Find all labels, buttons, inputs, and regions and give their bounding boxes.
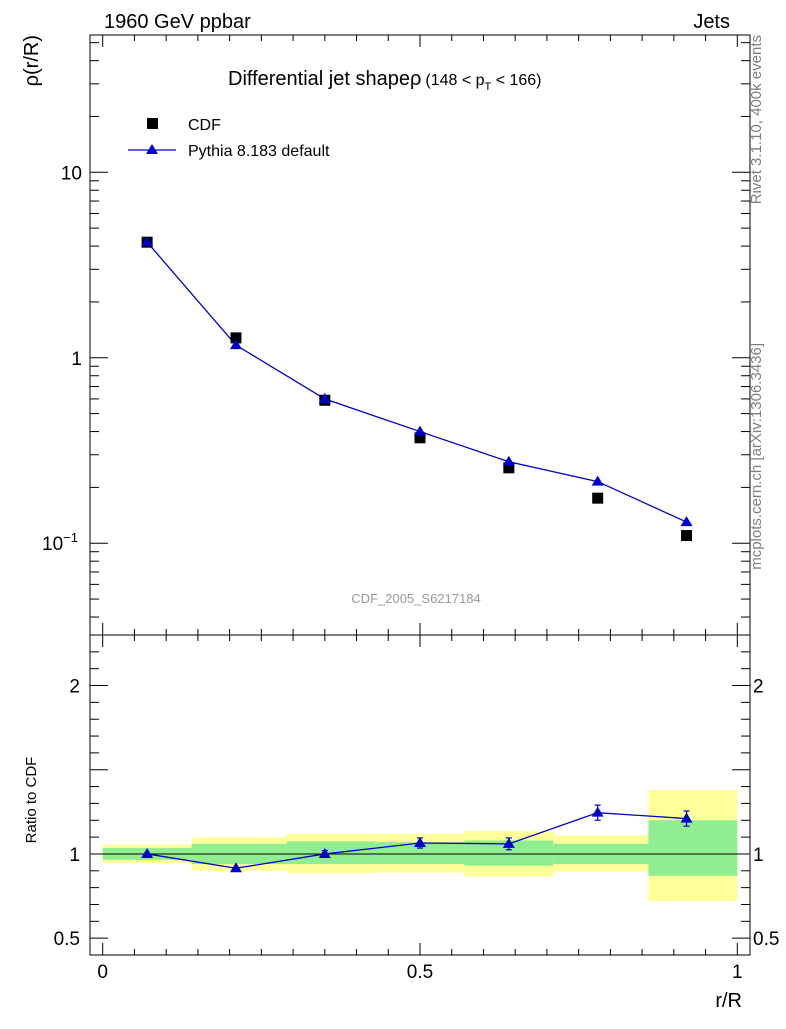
- mc-data-point: [318, 392, 331, 403]
- y-axis-label-main: ρ(r/R): [21, 35, 43, 86]
- y-tick-label-ratio-right: 0.5: [753, 929, 779, 950]
- y-tick-label-ratio-right: 2: [753, 677, 764, 698]
- energy-label: 1960 GeV ppbar: [104, 11, 251, 33]
- mc-data-point: [414, 425, 426, 436]
- chart-title-range-post: < 166): [491, 72, 541, 89]
- cdf-data-point: [503, 462, 515, 474]
- ratio-data-point: [414, 837, 426, 847]
- y-tick-label-ratio-left: 2: [69, 677, 80, 698]
- legend-marker-pythia: [146, 144, 158, 154]
- legend-label-cdf: CDF: [188, 117, 221, 134]
- y-tick-label-ratio-left: 1: [69, 845, 80, 866]
- y-tick-label-ratio-left: 0.5: [54, 929, 80, 950]
- legend-label-pythia: Pythia 8.183 default: [188, 143, 330, 160]
- source-info-label: mcplots.cern.ch [arXiv:1306.3436]: [748, 343, 765, 570]
- y-tick-label-main: 1: [71, 349, 82, 370]
- chart-title-symbol: ρ: [410, 68, 421, 90]
- mc-data-point: [141, 236, 154, 247]
- chart-title-range-pre: (148 < p: [425, 72, 484, 89]
- mc-series-line: [146, 241, 687, 523]
- ratio-data-point: [680, 812, 693, 823]
- chart-title-range-sub: T: [485, 81, 492, 93]
- x-tick-label: 1: [732, 962, 743, 983]
- rivet-info-label: Rivet 3.1.10, 400k events: [748, 35, 765, 204]
- y-tick-label-base: 10: [42, 534, 63, 555]
- chart-title: Differential jet shapeρ (148 < pT < 166): [228, 68, 542, 93]
- legend: CDF Pythia 8.183 default: [128, 117, 330, 160]
- chart-title-text: Differential jet shape: [228, 68, 410, 90]
- mc-data-point: [229, 339, 242, 350]
- cdf-data-point: [592, 492, 604, 504]
- ratio-data-point: [229, 862, 242, 873]
- x-tick-label: 0.5: [407, 962, 433, 983]
- ratio-plot-panel: [89, 634, 751, 956]
- mc-data-point: [591, 475, 604, 486]
- y-tick-label-ratio-right: 1: [753, 845, 764, 866]
- cdf-data-point: [230, 332, 242, 344]
- ratio-data-point: [502, 837, 515, 848]
- ratio-data-point: [141, 847, 154, 858]
- mc-data-point: [680, 516, 693, 527]
- ratio-band-inner-3: [375, 842, 465, 865]
- watermark-label: CDF_2005_S6217184: [351, 591, 480, 606]
- x-tick-label: 0: [97, 962, 108, 983]
- y-tick-label-main: 10−1: [42, 530, 78, 555]
- ratio-data-point: [591, 806, 604, 817]
- legend-marker-cdf: [147, 118, 158, 129]
- y-axis-label-ratio: Ratio to CDF: [23, 757, 40, 844]
- ratio-bands: [90, 789, 750, 902]
- category-label: Jets: [693, 11, 730, 33]
- y-tick-label-main: 10: [61, 163, 82, 184]
- x-axis-label: r/R: [715, 990, 742, 1012]
- cdf-data-point: [414, 432, 426, 444]
- ratio-band-inner-6: [648, 820, 738, 876]
- mc-data-point: [502, 455, 515, 466]
- ratio-data-point: [318, 847, 331, 858]
- y-tick-label-exponent: −1: [63, 530, 78, 545]
- cdf-data-point: [681, 530, 693, 542]
